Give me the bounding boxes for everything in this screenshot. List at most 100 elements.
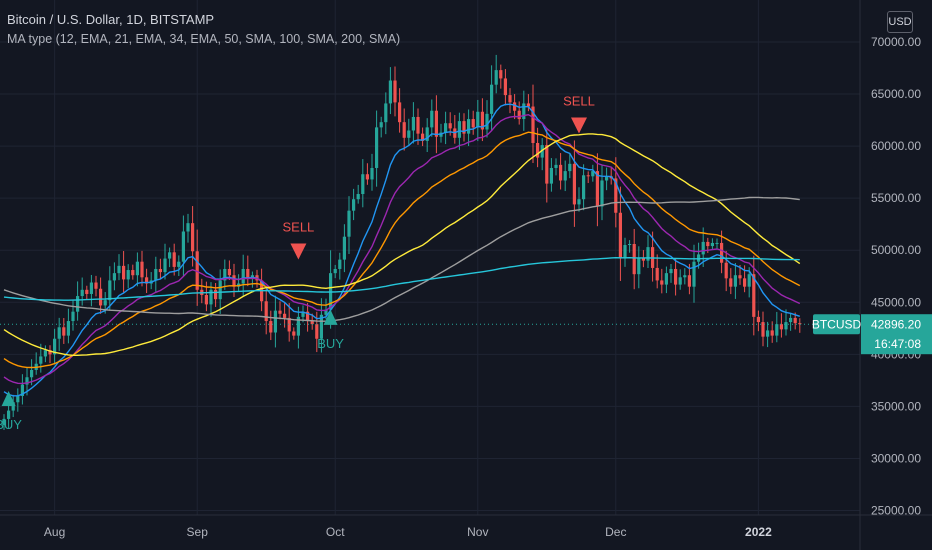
candle-body <box>16 396 20 403</box>
candle-body <box>706 241 710 247</box>
candle-body <box>333 268 337 274</box>
sell-label: SELL <box>282 219 314 234</box>
candle-body <box>108 280 112 301</box>
candle-body <box>683 275 687 278</box>
candle-body <box>361 174 365 195</box>
candle-body <box>471 119 475 128</box>
candle-body <box>467 119 471 134</box>
candle-body <box>724 262 728 279</box>
candle-body <box>600 180 604 207</box>
candle-body <box>319 314 323 339</box>
y-tick-label: 25000.00 <box>871 504 921 518</box>
candle-body <box>324 309 328 315</box>
candle-body <box>618 212 622 259</box>
grid-lines <box>0 0 861 550</box>
candle-body <box>7 410 11 419</box>
sell-label: SELL <box>563 93 595 108</box>
ma-line-ema-34 <box>3 131 801 369</box>
candle-body <box>430 110 434 128</box>
candle-body <box>122 265 126 280</box>
candle-body <box>250 275 254 279</box>
candle-body <box>513 102 517 111</box>
candle-body <box>66 321 70 336</box>
candle-body <box>384 103 388 123</box>
candle-body <box>462 121 466 134</box>
candle-body <box>425 127 429 141</box>
candle-body <box>485 113 489 130</box>
candle-body <box>499 70 503 79</box>
buy-label: BUY <box>317 336 344 351</box>
candle-body <box>697 254 701 262</box>
candle-body <box>738 275 742 279</box>
candle-body <box>103 300 107 306</box>
chart-title: Bitcoin / U.S. Dollar, 1D, BITSTAMP <box>7 12 215 27</box>
candle-body <box>678 277 682 285</box>
candle-body <box>687 275 691 287</box>
candle-body <box>204 295 208 305</box>
candle-body <box>278 310 282 314</box>
price-badge <box>861 314 932 355</box>
currency-button[interactable]: USD <box>887 11 913 33</box>
candle-body <box>315 324 319 339</box>
candle-body <box>701 241 705 255</box>
candle-body <box>218 280 222 300</box>
candle-body <box>80 289 84 297</box>
candle-body <box>342 236 346 260</box>
candle-body <box>99 288 103 306</box>
candle-body <box>669 268 673 274</box>
candle-body <box>756 316 760 323</box>
candle-body <box>145 277 149 284</box>
price-label: 42896.20 <box>871 318 921 332</box>
candle-body <box>637 257 641 275</box>
candle-body <box>789 317 793 323</box>
candle-body <box>131 270 135 276</box>
candle-body <box>347 210 351 237</box>
candle-body <box>476 111 480 128</box>
candle-body <box>674 268 678 285</box>
candle-body <box>85 289 89 294</box>
candle-body <box>646 247 650 261</box>
candle-body <box>94 282 98 289</box>
price-axis[interactable]: 25000.0030000.0035000.0040000.0045000.00… <box>871 35 921 518</box>
sell-marker <box>571 117 587 134</box>
candle-body <box>531 106 535 143</box>
candle-body <box>614 178 618 213</box>
candle-body <box>536 142 540 158</box>
candle-body <box>181 231 185 262</box>
candle-body <box>421 133 425 141</box>
candle-body <box>526 103 530 107</box>
candle-body <box>209 289 213 305</box>
candle-body <box>214 289 218 300</box>
candle-body <box>191 223 195 252</box>
candle-body <box>416 116 420 134</box>
candle-body <box>747 274 751 287</box>
candle-body <box>563 171 567 181</box>
candle-body <box>577 199 581 205</box>
symbol-tag <box>813 314 860 335</box>
candle-body <box>365 174 369 180</box>
candle-body <box>135 261 139 276</box>
y-tick-label: 30000.00 <box>871 451 921 465</box>
candle-body <box>53 338 57 355</box>
candle-body <box>715 242 719 244</box>
candle-body <box>163 258 167 273</box>
candle-body <box>793 317 797 324</box>
candle-body <box>490 84 494 114</box>
candle-body <box>457 121 461 138</box>
candle-body <box>158 268 162 273</box>
candle-body <box>117 265 121 274</box>
candle-body <box>591 171 595 177</box>
candle-body <box>628 243 632 246</box>
candle-body <box>444 123 448 133</box>
candle-body <box>503 78 507 96</box>
y-tick-label: 50000.00 <box>871 243 921 257</box>
indicator-legend[interactable]: MA type (12, EMA, 21, EMA, 34, EMA, 50, … <box>7 32 401 46</box>
candle-body <box>30 369 34 378</box>
candle-body <box>43 350 47 357</box>
time-axis[interactable]: Aug Sep Oct Nov Dec 2022 <box>0 514 932 539</box>
candle-body <box>692 261 696 287</box>
x-tick-label: 2022 <box>745 525 772 539</box>
candle-body <box>71 311 75 322</box>
sell-marker <box>290 243 307 260</box>
